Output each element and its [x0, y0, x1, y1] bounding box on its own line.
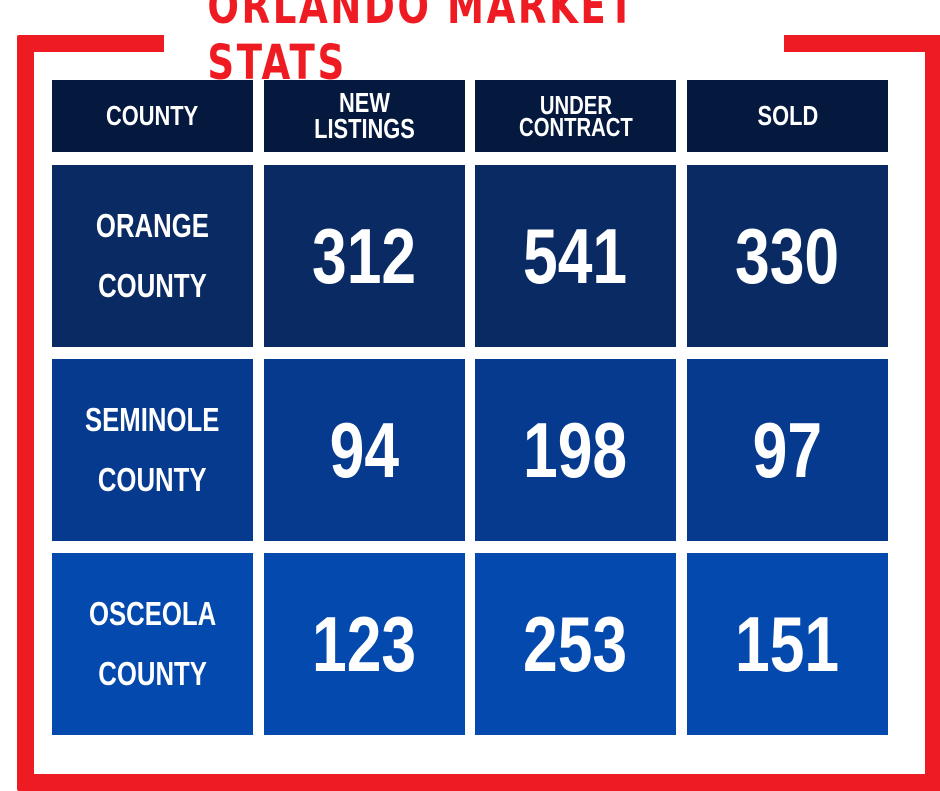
table-cell-under-contract: 541 — [475, 165, 676, 347]
table-cell-new-listings: 312 — [264, 165, 465, 347]
table-row-county: SEMINOLE COUNTY — [52, 359, 253, 541]
table-cell-new-listings: 123 — [264, 553, 465, 735]
table-cell-sold: 151 — [687, 553, 888, 735]
header-new-listings: NEW LISTINGS — [264, 80, 465, 152]
header-county: COUNTY — [52, 80, 253, 152]
table-row-county: ORANGE COUNTY — [52, 165, 253, 347]
header-sold: SOLD — [687, 80, 888, 152]
table-row-county: OSCEOLA COUNTY — [52, 553, 253, 735]
table-cell-sold: 330 — [687, 165, 888, 347]
page-title: ORLANDO MARKET STATS — [164, 0, 784, 91]
table-cell-under-contract: 198 — [475, 359, 676, 541]
table-cell-sold: 97 — [687, 359, 888, 541]
header-under-contract: UNDER CONTRACT — [475, 80, 676, 152]
table-cell-under-contract: 253 — [475, 553, 676, 735]
table-cell-new-listings: 94 — [264, 359, 465, 541]
